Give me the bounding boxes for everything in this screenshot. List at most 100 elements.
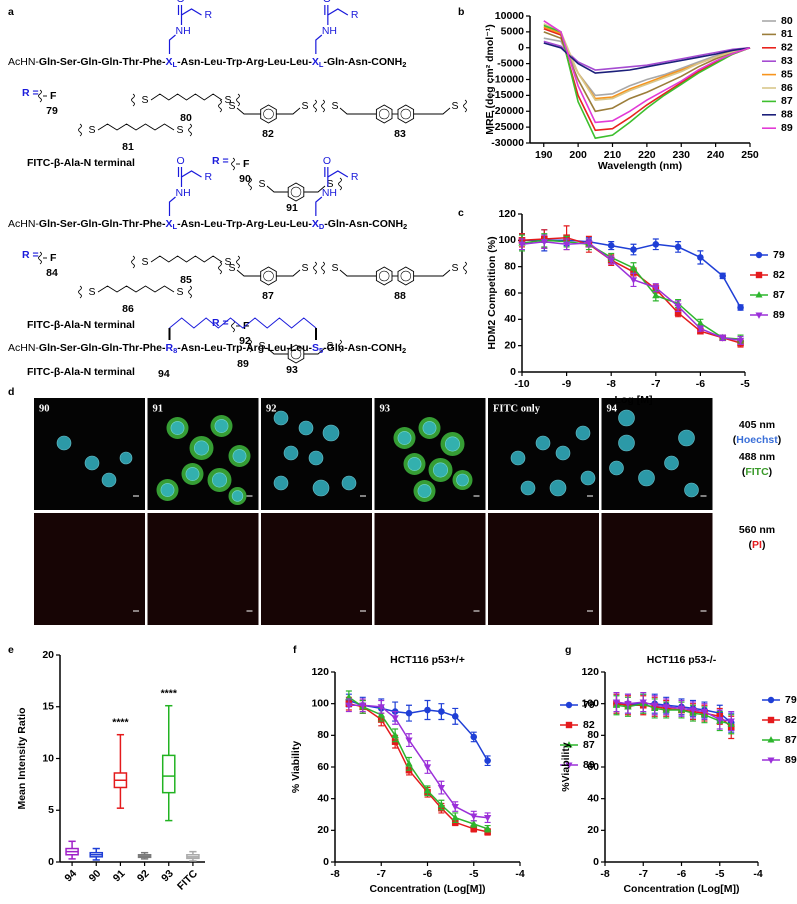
marker — [652, 291, 660, 299]
sulfur-label: S — [326, 340, 333, 352]
bond — [266, 347, 289, 355]
attachment-wave — [463, 99, 467, 113]
nucleus — [520, 480, 536, 496]
sequence-segment: X — [166, 218, 173, 230]
nucleus — [407, 457, 422, 471]
x-tick-label: -4 — [515, 868, 524, 880]
fluorine-label: F — [243, 158, 250, 170]
nh-label: NH — [322, 187, 337, 199]
nucleus — [341, 475, 357, 491]
legend-label: 87 — [785, 734, 797, 746]
y-tick-label: 80 — [317, 729, 329, 741]
y-tick-label: 0 — [323, 856, 329, 868]
dye-name: FITC — [745, 466, 769, 478]
y-axis-label: %Viability — [560, 742, 572, 792]
sulfur-label: S — [228, 100, 235, 112]
sequence-segment: 8 — [173, 346, 177, 355]
x-tick-label: -5 — [715, 868, 724, 880]
aromatic-ring — [290, 348, 302, 360]
x-tick-label: -6 — [423, 868, 432, 880]
x-tick-label: 91 — [111, 867, 128, 884]
r-equals: R = — [212, 155, 229, 167]
marker — [377, 704, 385, 711]
x-tick-label: -8 — [600, 868, 609, 880]
marker — [405, 709, 413, 717]
sequence-segment: 2 — [402, 346, 406, 355]
nucleus — [664, 455, 679, 471]
legend-label: 81 — [781, 28, 793, 40]
marker — [624, 701, 632, 708]
r-label: R — [351, 9, 359, 21]
r-label: R — [205, 171, 213, 183]
micrograph-pair: 92 — [261, 398, 372, 625]
aryl-linker: S S 83 — [321, 99, 467, 140]
sulfur-label: S — [141, 94, 148, 106]
sequence-segment: AcHN- — [8, 342, 39, 354]
nucleus — [214, 419, 229, 433]
aromatic-ring — [378, 108, 390, 120]
marker — [423, 786, 432, 794]
nucleus — [231, 490, 244, 502]
nucleus — [580, 470, 596, 486]
y-tick-label: 20 — [587, 824, 599, 836]
marker — [652, 285, 660, 292]
marker — [405, 737, 413, 745]
bond — [276, 269, 301, 277]
marker — [565, 701, 573, 709]
y-tick-label: 20 — [504, 339, 516, 351]
bracket: ( — [733, 434, 737, 446]
x-tick-label: 210 — [604, 149, 622, 161]
fluorine-label: F — [50, 90, 57, 102]
fluoro-group: F 84 — [38, 251, 58, 279]
marker — [716, 716, 724, 724]
panel-label: c — [458, 207, 464, 219]
y-tick-label: 60 — [587, 761, 599, 773]
marker — [470, 733, 478, 741]
fluorine-label: F — [243, 320, 250, 332]
marker — [736, 337, 745, 345]
marker — [767, 736, 775, 743]
y-tick-label: 60 — [504, 287, 516, 299]
channel-dye: (Hoechst) — [733, 434, 781, 446]
sulfur-label: S — [224, 94, 231, 106]
compound-id: 88 — [394, 290, 406, 302]
alkyl-chain — [150, 255, 223, 263]
marker — [451, 803, 459, 811]
legend-label: 85 — [781, 68, 793, 80]
marker — [518, 241, 526, 249]
marker — [607, 242, 615, 249]
micrograph-pair: 93 — [374, 398, 486, 625]
sulfur-label: S — [258, 340, 265, 352]
sequence-segment: S — [312, 342, 319, 354]
series-line — [543, 31, 751, 113]
marker — [437, 784, 446, 792]
marker — [405, 759, 413, 767]
r-equals: R = — [22, 249, 39, 261]
x-tick-label: 190 — [535, 149, 553, 161]
benzene-ring — [397, 266, 415, 286]
y-tick-label: 120 — [581, 666, 599, 678]
x-tick-label: -8 — [607, 378, 616, 390]
micrograph-pair: 90 — [34, 398, 145, 625]
nucleus — [417, 484, 432, 498]
series-line — [543, 40, 751, 71]
marker — [727, 718, 735, 726]
y-tick-label: 40 — [317, 792, 329, 804]
side-chain: NH O R — [315, 0, 359, 54]
x-tick-label: 92 — [135, 867, 152, 884]
y-tick-label: 80 — [587, 729, 599, 741]
legend-label: 87 — [773, 289, 785, 301]
marker — [696, 319, 705, 326]
y-tick-label: 10 — [42, 752, 54, 764]
compound-id: 81 — [122, 141, 134, 153]
y-axis-label: % Viability — [290, 741, 302, 793]
sequence-segment: AcHN- — [8, 218, 39, 230]
x-tick-label: 250 — [741, 149, 759, 161]
x-tick-label: -10 — [514, 378, 529, 390]
marker — [652, 240, 660, 248]
compound-id: 80 — [180, 112, 192, 124]
attachment-wave — [188, 123, 192, 137]
panel-label: e — [8, 644, 14, 656]
series-line — [543, 24, 751, 140]
attachment-wave — [38, 89, 42, 103]
